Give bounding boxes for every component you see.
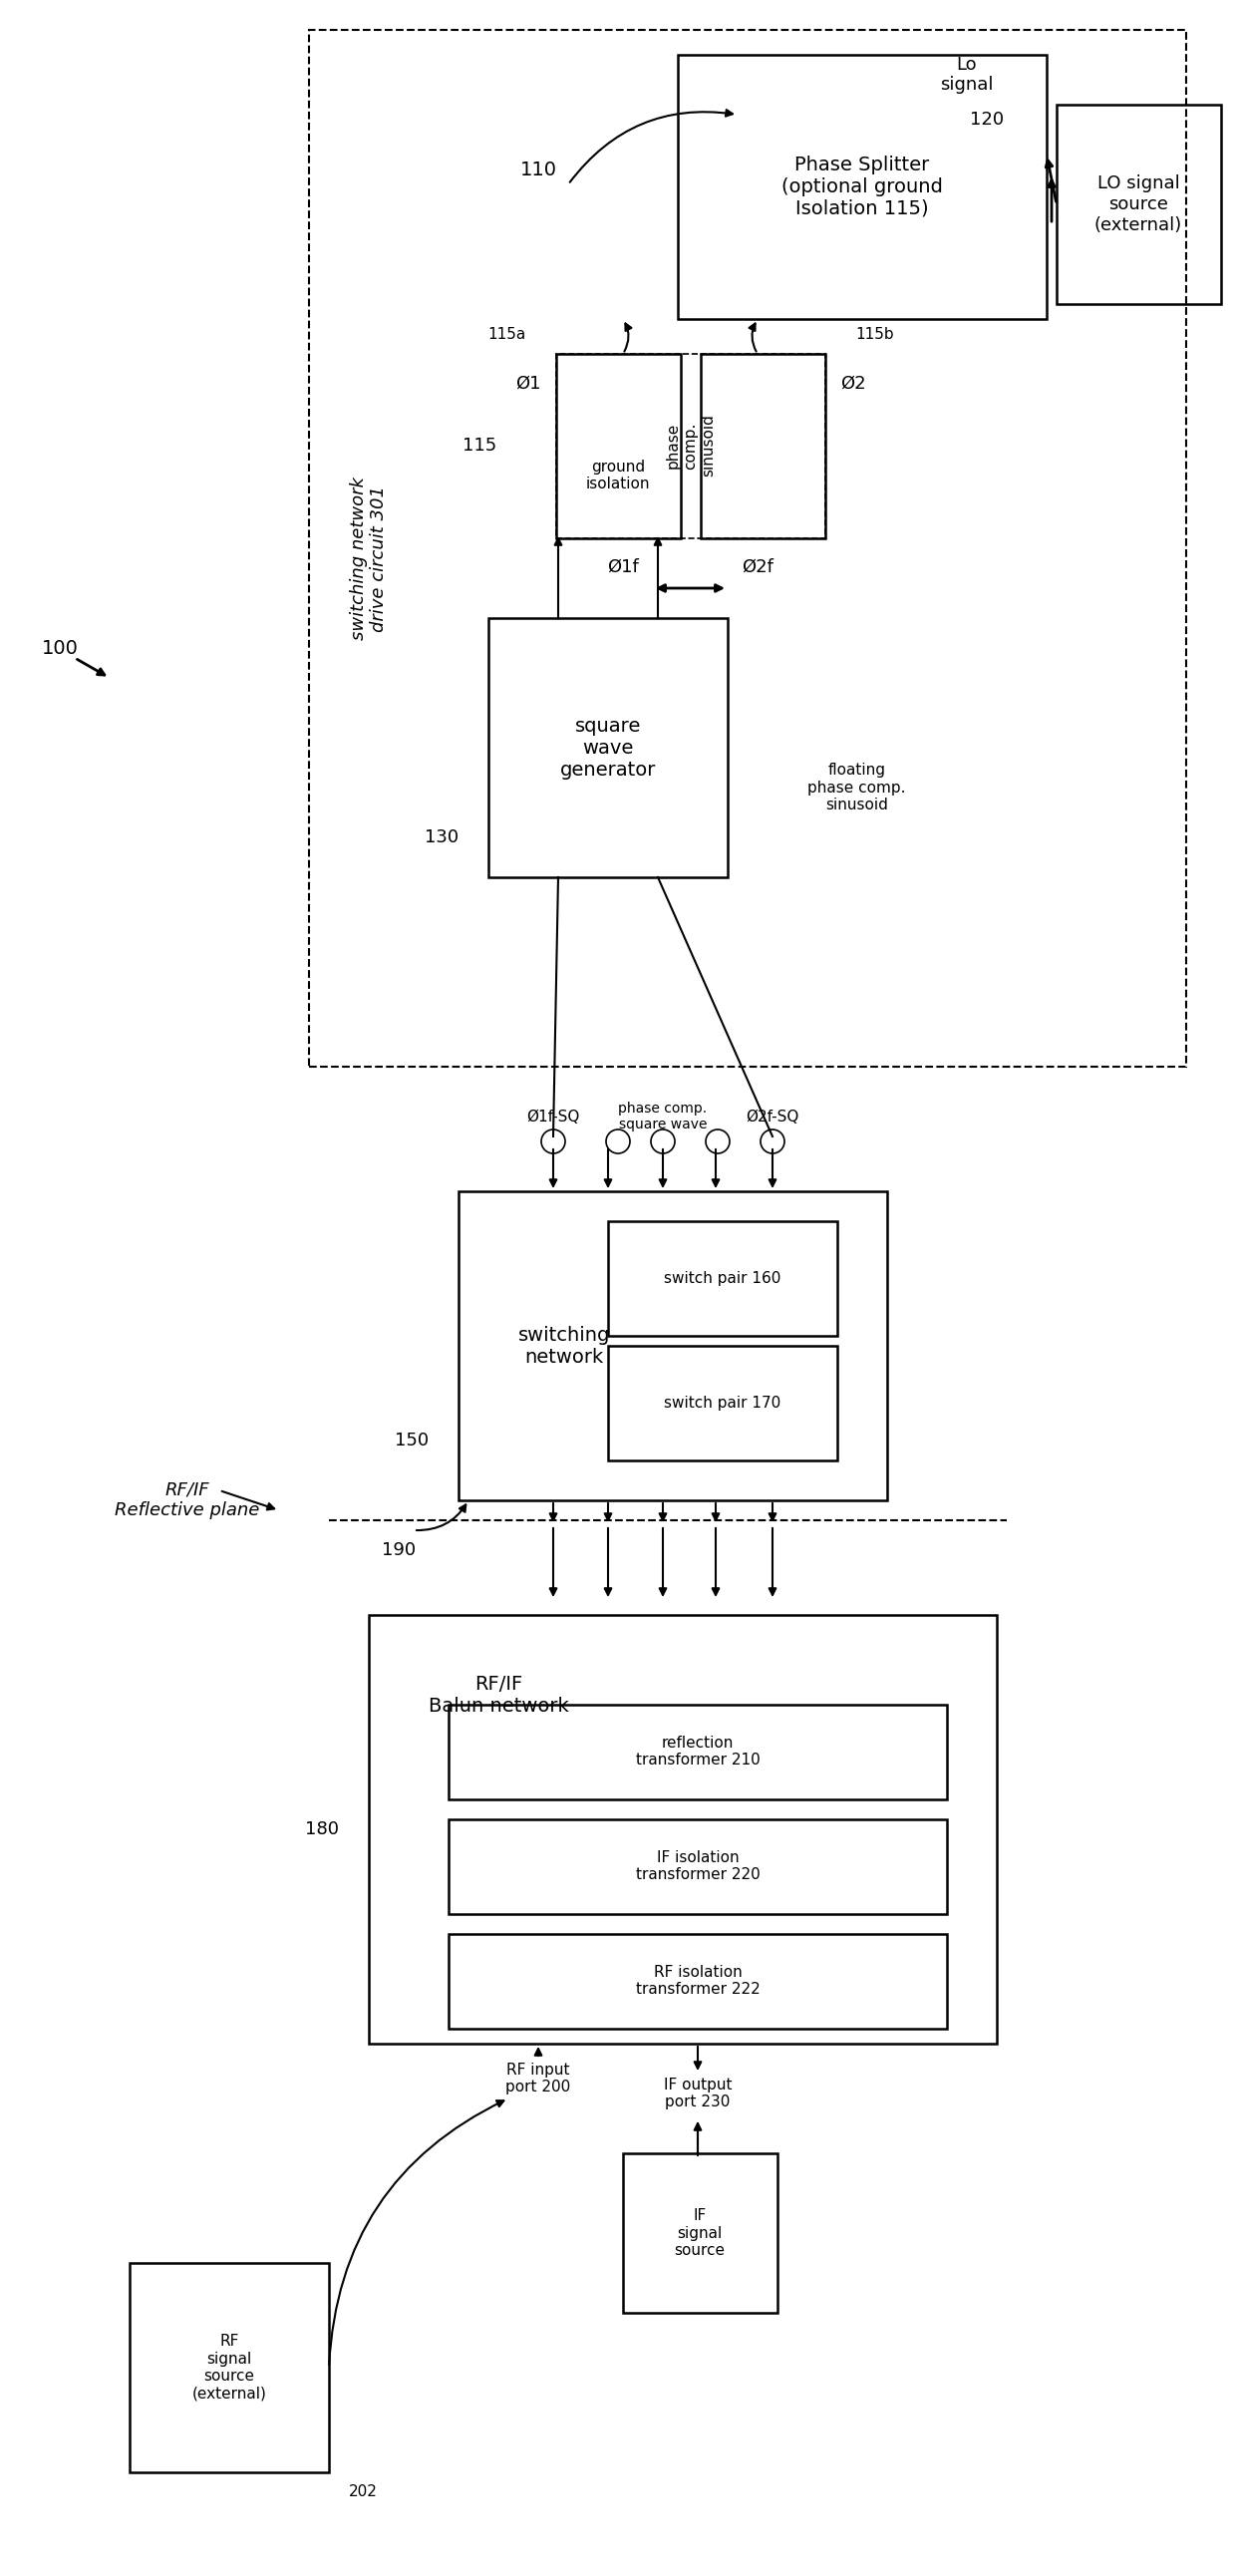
Text: RF
signal
source
(external): RF signal source (external) — [192, 2334, 267, 2401]
Text: Phase Splitter
(optional ground
Isolation 115): Phase Splitter (optional ground Isolatio… — [781, 155, 943, 219]
Text: 150: 150 — [394, 1432, 429, 1450]
Text: IF output
port 230: IF output port 230 — [664, 2076, 732, 2110]
Bar — [449, 1705, 947, 1801]
Text: 180: 180 — [305, 1821, 339, 1839]
Bar — [556, 353, 681, 538]
Text: 100: 100 — [42, 639, 78, 657]
Bar — [701, 353, 826, 538]
Text: phase
comp.
sinusoid: phase comp. sinusoid — [666, 415, 716, 477]
Text: RF/IF
Reflective plane: RF/IF Reflective plane — [115, 1481, 260, 1520]
Text: floating
phase comp.
sinusoid: floating phase comp. sinusoid — [807, 762, 906, 811]
Text: Ø2f: Ø2f — [742, 559, 774, 577]
Text: LO signal
source
(external): LO signal source (external) — [1094, 175, 1183, 234]
Text: Ø1: Ø1 — [515, 376, 541, 392]
Text: 115: 115 — [462, 438, 497, 453]
Bar — [608, 1345, 837, 1461]
Bar — [488, 618, 728, 878]
Text: square
wave
generator: square wave generator — [560, 716, 656, 778]
Text: reflection
transformer 210: reflection transformer 210 — [635, 1736, 760, 1767]
Bar — [130, 2262, 329, 2473]
Bar — [608, 1221, 837, 1337]
Text: IF
signal
source: IF signal source — [675, 2208, 726, 2259]
Text: ground
isolation: ground isolation — [586, 459, 650, 492]
Text: 130: 130 — [424, 829, 459, 848]
Text: 115a: 115a — [488, 327, 527, 343]
Text: RF isolation
transformer 222: RF isolation transformer 222 — [635, 1965, 760, 1996]
Text: IF isolation
transformer 220: IF isolation transformer 220 — [635, 1850, 760, 1883]
Text: Ø1f: Ø1f — [607, 559, 639, 577]
Bar — [449, 1819, 947, 1914]
Bar — [623, 2154, 777, 2313]
Bar — [677, 54, 1047, 319]
Text: 120: 120 — [970, 111, 1004, 129]
Text: Lo
signal: Lo signal — [941, 57, 994, 95]
Text: Ø1f-SQ: Ø1f-SQ — [527, 1110, 580, 1123]
Text: RF input
port 200: RF input port 200 — [506, 2063, 571, 2094]
Text: Ø2: Ø2 — [840, 376, 866, 392]
Bar — [309, 31, 1187, 1066]
Text: RF/IF
Balun network: RF/IF Balun network — [429, 1674, 569, 1716]
Bar — [368, 1615, 996, 2043]
Bar — [1057, 106, 1221, 304]
Bar — [459, 1190, 887, 1499]
Text: Ø2f-SQ: Ø2f-SQ — [745, 1110, 800, 1123]
Text: switch pair 160: switch pair 160 — [664, 1270, 781, 1285]
Text: phase comp.
square wave: phase comp. square wave — [618, 1103, 707, 1131]
Text: 110: 110 — [520, 160, 556, 178]
Text: 115b: 115b — [855, 327, 894, 343]
Text: switching
network: switching network — [518, 1327, 611, 1365]
Text: 190: 190 — [382, 1540, 415, 1558]
Text: 202: 202 — [349, 2486, 378, 2499]
Text: switching network
drive circuit 301: switching network drive circuit 301 — [350, 477, 388, 639]
Text: switch pair 170: switch pair 170 — [664, 1396, 781, 1409]
Bar — [556, 353, 826, 538]
Bar — [449, 1935, 947, 2030]
